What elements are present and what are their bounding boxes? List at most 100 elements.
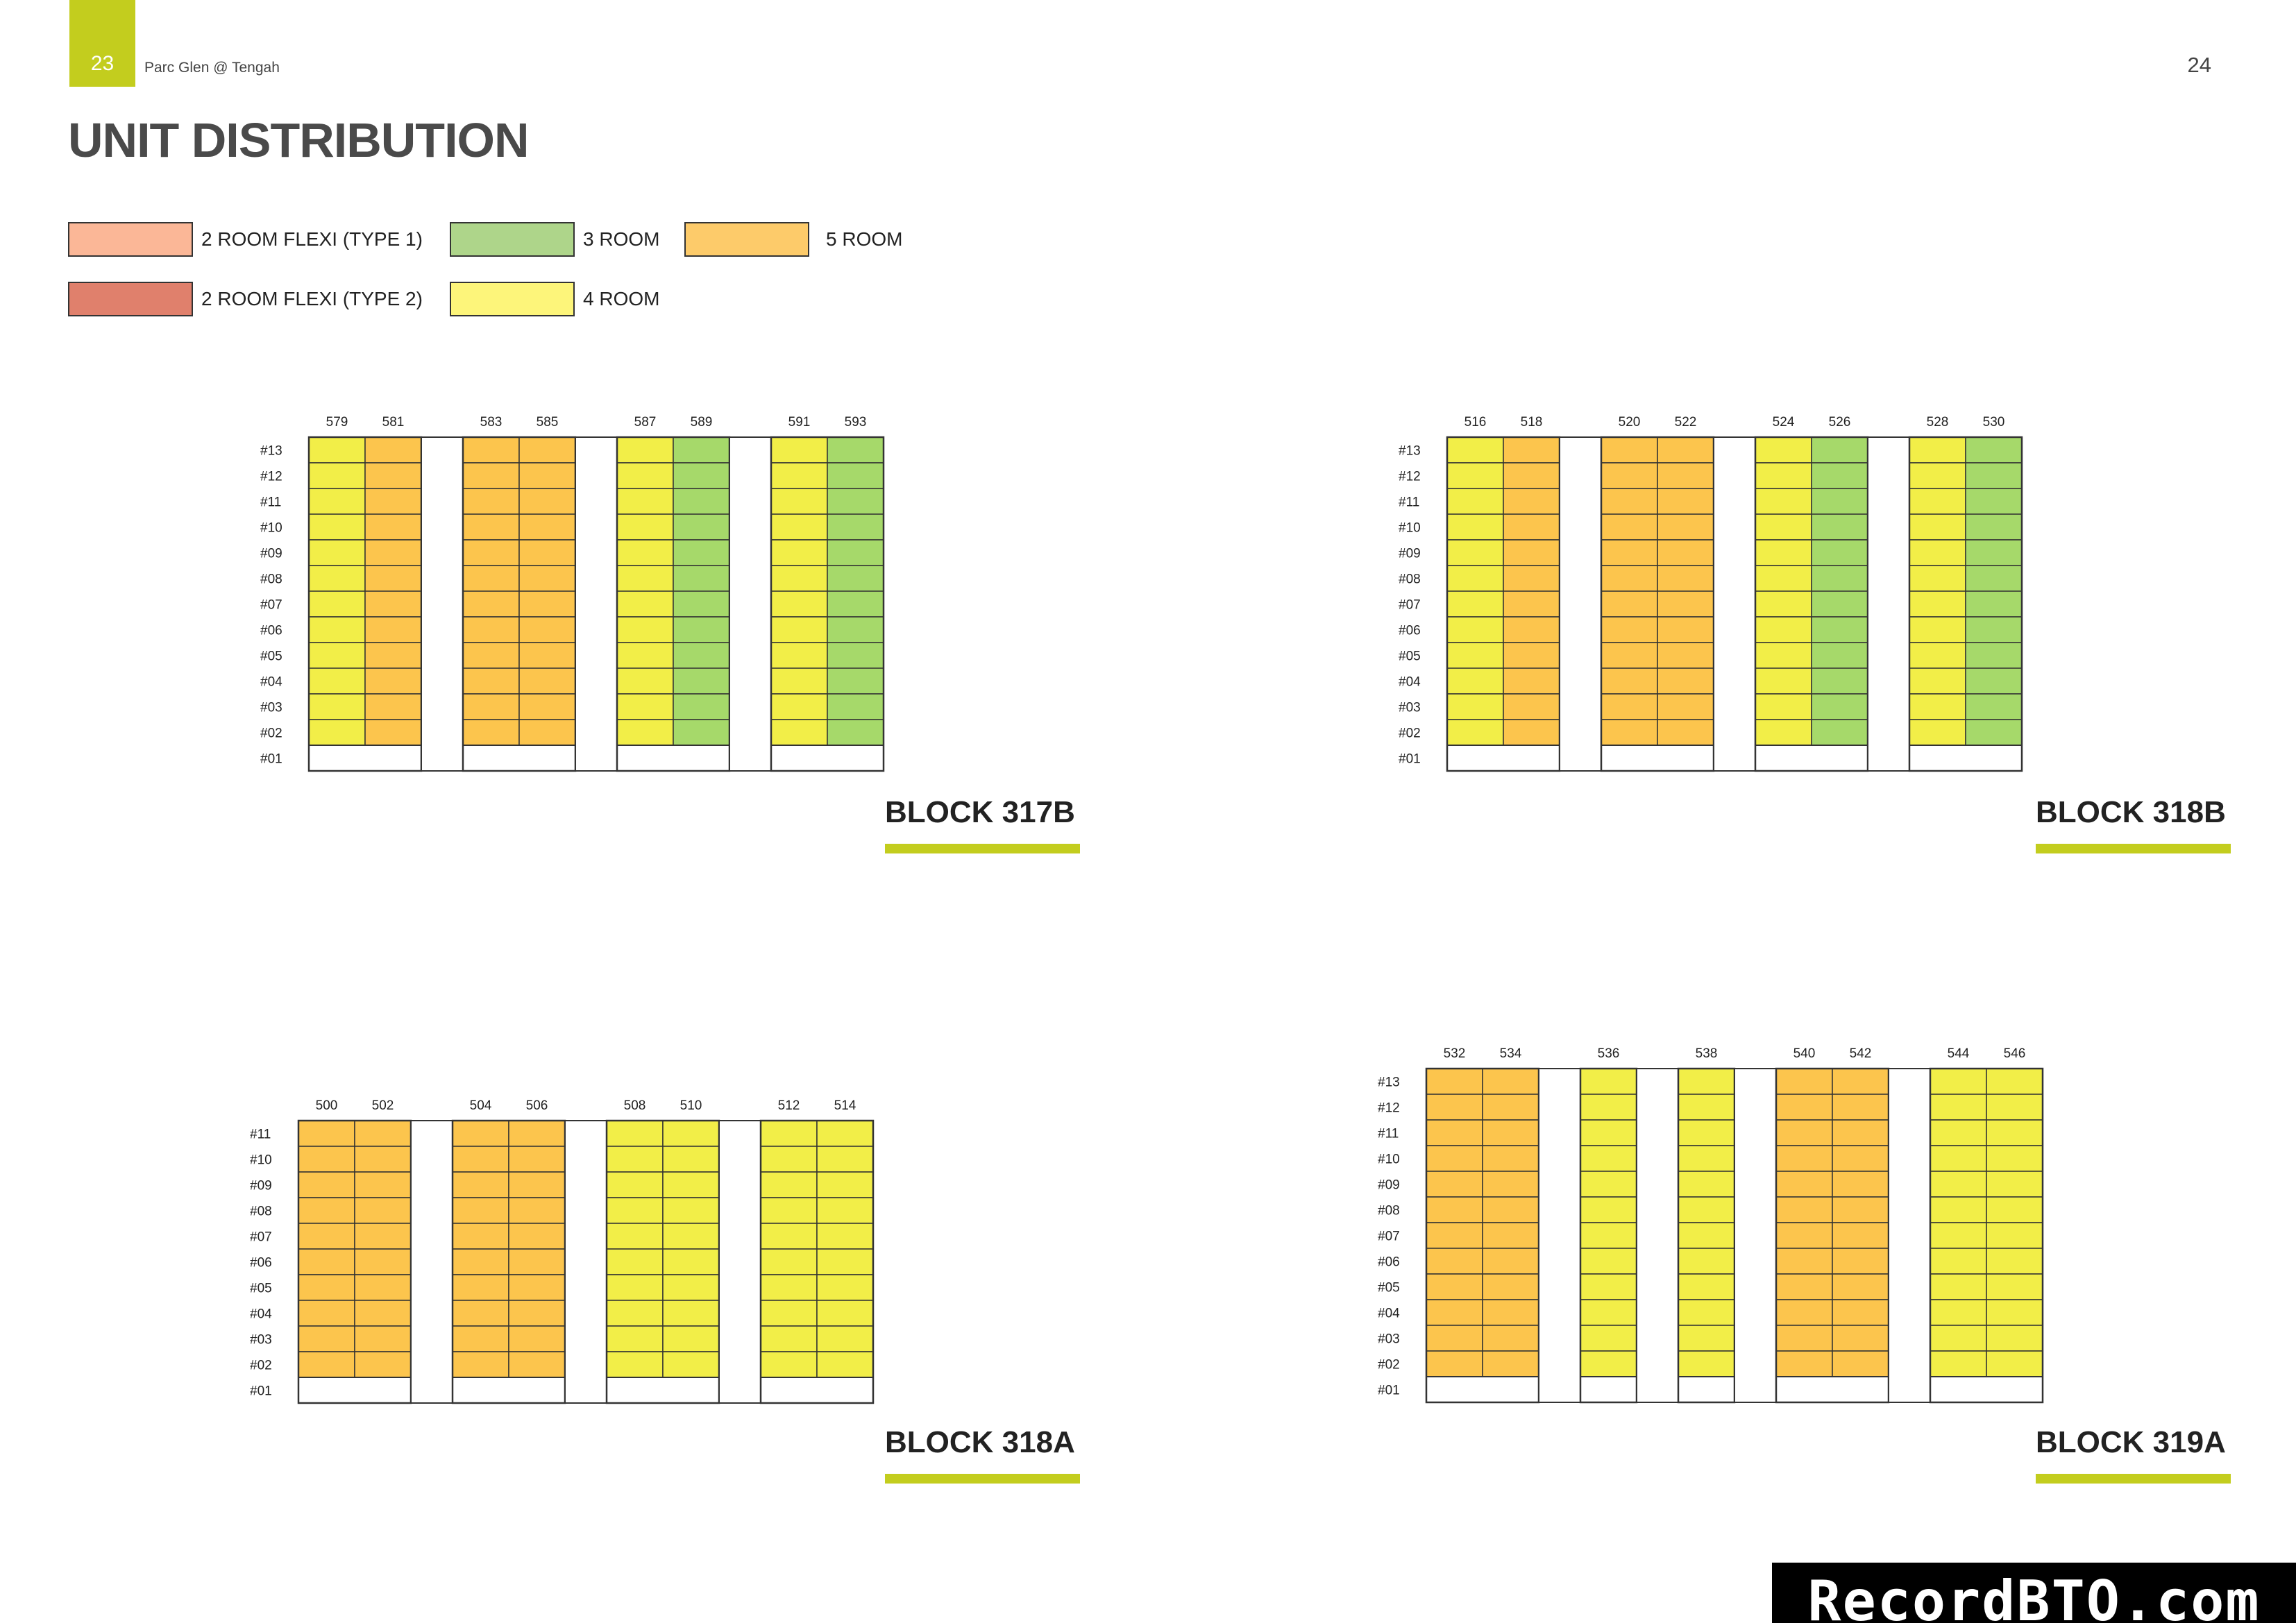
unit-cell [308,488,366,515]
unit-cell [518,642,576,669]
unit-number-label: 583 [480,415,503,430]
unit-cell [1601,590,1658,618]
unit-cell [816,1146,874,1173]
unit-cell [1811,462,1868,489]
unit-cell [616,436,674,464]
unit-cell [1775,1248,1833,1275]
unit-cell [1930,1171,1987,1198]
ground-floor-cell [1426,1376,1539,1403]
unit-group-outline [1929,1067,2044,1404]
unit-cell [1986,1350,2043,1377]
floor-label: #05 [250,1282,272,1296]
unit-cell [462,642,520,669]
unit-cell [308,590,366,618]
unit-cell [1811,436,1868,464]
unit-cell [518,488,576,515]
unit-cell [1909,693,1966,720]
unit-cell [364,719,422,746]
unit-cell [508,1146,566,1173]
unit-cell [770,668,828,695]
unit-cell [770,513,828,541]
unit-cell [518,616,576,643]
unit-cell [616,719,674,746]
unit-cell [827,590,884,618]
unit-cell [1503,590,1560,618]
ground-floor-cell [1601,745,1714,772]
core-column [1559,436,1602,772]
unit-cell [452,1274,509,1301]
unit-number-label: 589 [691,415,713,430]
unit-number-label: 514 [834,1098,856,1113]
unit-cell [816,1171,874,1198]
floor-label: #10 [1378,1153,1400,1167]
unit-cell [1482,1094,1539,1121]
unit-cell [364,642,422,669]
unit-cell [1965,693,2023,720]
floor-label: #06 [1378,1255,1400,1270]
unit-cell [1503,565,1560,592]
unit-cell [662,1274,720,1301]
ground-floor-cell [452,1377,566,1404]
unit-cell [1909,719,1966,746]
unit-cell [1657,513,1714,541]
unit-cell [816,1300,874,1327]
unit-cell [1755,616,1812,643]
unit-cell [1965,488,2023,515]
unit-cell [827,693,884,720]
unit-cell [1986,1119,2043,1146]
unit-cell [308,565,366,592]
unit-cell [1657,436,1714,464]
unit-cell [1775,1196,1833,1223]
unit-cell [1930,1248,1987,1275]
unit-cell [308,642,366,669]
unit-cell [518,539,576,566]
unit-cell [606,1300,664,1327]
unit-cell [827,616,884,643]
unit-cell [354,1300,412,1327]
unit-cell [1446,462,1504,489]
unit-cell [1986,1196,2043,1223]
legend-swatch [684,222,809,257]
unit-cell [1446,642,1504,669]
unit-cell [1678,1273,1735,1300]
unit-cell [1965,590,2023,618]
unit-cell [1755,668,1812,695]
unit-cell [1657,642,1714,669]
floor-label: #07 [1378,1230,1400,1244]
unit-cell [298,1300,355,1327]
unit-cell [827,436,884,464]
unit-number-label: 591 [788,415,811,430]
core-column [718,1120,761,1404]
unit-cell [364,539,422,566]
unit-cell [1580,1273,1637,1300]
unit-cell [518,462,576,489]
unit-cell [1909,513,1966,541]
unit-cell [1775,1094,1833,1121]
unit-cell [1986,1325,2043,1352]
unit-cell [1930,1196,1987,1223]
unit-cell [308,462,366,489]
unit-cell [452,1300,509,1327]
unit-cell [1986,1094,2043,1121]
unit-cell [760,1146,818,1173]
unit-cell [760,1171,818,1198]
unit-cell [1909,616,1966,643]
floor-label: #05 [260,649,282,664]
ground-floor-cell [298,1377,412,1404]
floor-label: #09 [1378,1178,1400,1193]
page-number-tab: 23 [69,0,135,87]
unit-cell [1503,539,1560,566]
block-title-318b: BLOCK 318B [2036,795,2226,829]
unit-cell [1580,1094,1637,1121]
unit-cell [1775,1222,1833,1249]
unit-cell [827,668,884,695]
unit-cell [1965,462,2023,489]
unit-cell [1965,565,2023,592]
unit-cell [1965,539,2023,566]
ground-floor-cell [770,745,884,772]
unit-cell [1503,719,1560,746]
unit-cell [1482,1299,1539,1326]
core-column [1636,1068,1679,1403]
unit-cell [673,488,730,515]
legend-item-2-room-flexi-type-2: 2 ROOM FLEXI (TYPE 2) [68,282,423,316]
